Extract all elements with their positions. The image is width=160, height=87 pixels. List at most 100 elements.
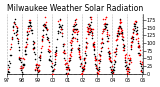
Point: [124, 53, 127, 55]
Point: [100, 43, 102, 44]
Point: [120, 34, 123, 35]
Point: [25, 41, 28, 42]
Point: [121, 37, 124, 38]
Point: [75, 28, 78, 29]
Point: [32, 47, 35, 48]
Point: [135, 20, 137, 21]
Point: [79, 55, 82, 56]
Point: [139, 70, 142, 71]
Point: [125, 68, 127, 69]
Point: [126, 66, 129, 68]
Point: [83, 61, 86, 62]
Point: [59, 25, 61, 27]
Point: [37, 71, 40, 72]
Point: [131, 35, 134, 36]
Point: [119, 21, 122, 22]
Point: [36, 67, 38, 69]
Point: [131, 42, 133, 43]
Point: [80, 73, 82, 74]
Point: [124, 57, 126, 58]
Point: [61, 24, 63, 26]
Point: [40, 45, 43, 47]
Point: [68, 54, 71, 55]
Point: [66, 73, 68, 74]
Point: [46, 38, 49, 39]
Point: [120, 31, 122, 32]
Point: [92, 42, 95, 43]
Point: [127, 68, 130, 69]
Point: [98, 69, 100, 70]
Point: [53, 64, 56, 65]
Point: [18, 58, 21, 59]
Point: [77, 47, 80, 49]
Point: [84, 47, 87, 49]
Point: [50, 66, 53, 67]
Point: [81, 73, 84, 74]
Point: [29, 21, 31, 22]
Point: [87, 28, 89, 30]
Point: [137, 46, 139, 47]
Point: [99, 48, 102, 49]
Point: [115, 40, 117, 41]
Point: [128, 63, 131, 65]
Point: [120, 35, 123, 37]
Point: [81, 69, 84, 71]
Point: [29, 20, 31, 21]
Point: [50, 60, 52, 62]
Point: [39, 56, 41, 58]
Point: [111, 72, 113, 74]
Point: [71, 29, 74, 31]
Point: [19, 59, 22, 61]
Point: [6, 73, 9, 74]
Point: [59, 29, 62, 30]
Point: [81, 73, 83, 74]
Point: [106, 35, 108, 37]
Point: [36, 63, 38, 65]
Point: [95, 58, 97, 59]
Point: [126, 72, 128, 74]
Point: [135, 21, 137, 22]
Point: [96, 67, 98, 68]
Point: [79, 59, 81, 60]
Point: [135, 38, 137, 39]
Point: [91, 34, 94, 36]
Point: [130, 38, 132, 39]
Point: [37, 70, 40, 71]
Point: [16, 29, 18, 30]
Point: [116, 35, 118, 36]
Point: [60, 27, 63, 28]
Point: [110, 72, 112, 73]
Point: [9, 54, 11, 56]
Point: [91, 34, 93, 36]
Point: [37, 66, 40, 67]
Point: [109, 53, 111, 54]
Point: [84, 52, 87, 54]
Point: [23, 63, 25, 65]
Point: [49, 56, 52, 57]
Point: [82, 69, 85, 70]
Point: [69, 57, 71, 58]
Point: [108, 57, 111, 59]
Point: [55, 54, 58, 56]
Point: [78, 51, 80, 53]
Point: [32, 41, 35, 42]
Point: [16, 39, 19, 40]
Point: [15, 34, 17, 35]
Point: [123, 60, 126, 61]
Point: [27, 27, 29, 28]
Point: [52, 68, 55, 70]
Point: [50, 65, 53, 67]
Point: [124, 64, 127, 66]
Point: [28, 21, 31, 22]
Point: [93, 46, 96, 48]
Point: [119, 32, 121, 34]
Point: [53, 62, 56, 63]
Point: [60, 32, 63, 34]
Point: [84, 50, 87, 52]
Point: [97, 72, 100, 74]
Point: [77, 48, 79, 49]
Point: [93, 43, 95, 44]
Point: [133, 22, 136, 24]
Point: [68, 68, 71, 70]
Point: [97, 70, 99, 71]
